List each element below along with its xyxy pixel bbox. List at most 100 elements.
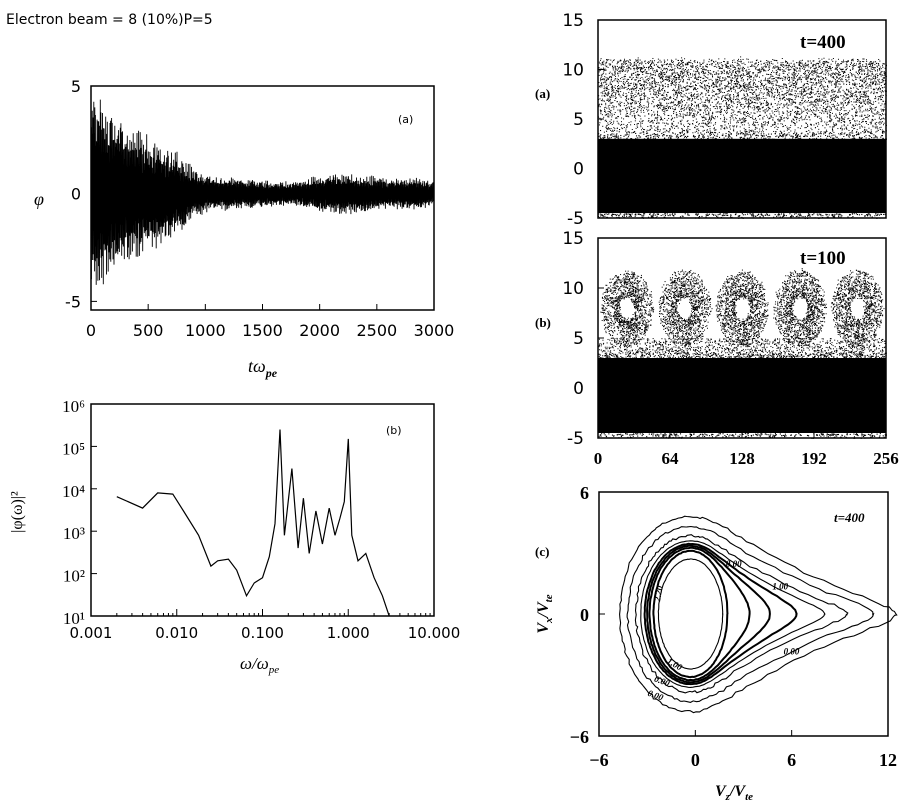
particle-dot [791,74,793,76]
particle-dot [799,108,801,110]
particle-dot [844,121,846,123]
particle-dot [622,128,624,130]
particle-dot [859,64,861,66]
particle-dot [677,88,679,90]
particle-dot [839,87,841,89]
particle-dot [767,80,769,82]
particle-dot [628,76,630,78]
particle-dot [636,83,638,85]
particle-dot [856,112,858,114]
particle-dot [607,105,609,107]
particle-dot [620,71,622,73]
particle-dot [747,134,749,136]
particle-dot [845,97,847,99]
particle-dot [653,81,655,83]
particle-dot [674,65,676,67]
particle-dot [841,61,843,63]
particle-dot [870,100,872,102]
particle-dot [608,116,610,118]
particle-dot [722,120,724,122]
particle-dot [623,84,625,86]
particle-dot [765,66,767,68]
particle-dot [775,66,777,68]
particle-dot [649,125,651,127]
particle-dot [796,62,798,64]
particle-dot [605,127,607,129]
phi-time-xlabel: tωpe [248,356,278,380]
particle-dot [626,133,628,136]
particle-dot [826,67,828,69]
particle-dot [715,105,717,107]
particle-dot [837,80,839,82]
particle-dot [705,107,707,109]
particle-dot [746,94,748,96]
particle-dot [777,90,779,92]
particle-dot [803,89,805,91]
particle-dot [648,73,650,75]
particle-dot [687,128,689,130]
particle-dot [776,66,778,68]
particle-dot [643,71,645,73]
particle-dot [738,94,740,96]
particle-dot [603,71,605,73]
particle-dot [760,79,762,81]
particle-dot [874,118,876,120]
particle-dot [870,123,872,125]
particle-dot [808,66,810,68]
particle-dot [884,90,886,92]
phi-time-panel-label: (a) [398,113,413,126]
particle-dot [671,123,673,125]
particle-dot [783,104,785,106]
particle-dot [809,88,811,90]
particle-dot [614,94,616,96]
particle-dot [723,137,725,139]
particle-dot [771,138,773,140]
particle-dot [752,89,754,91]
particle-dot [617,75,619,77]
particle-dot [613,106,615,108]
particle-dot [788,90,790,92]
particle-dot [853,83,855,85]
particle-dot [820,119,822,121]
particle-dot [776,71,778,73]
particle-dot [661,132,663,135]
particle-dot [787,75,789,77]
particle-dot [761,84,763,86]
particle-dot [797,87,799,89]
particle-dot [732,87,734,89]
particle-dot [813,60,815,62]
particle-dot [871,72,873,74]
particle-dot [730,80,732,82]
particle-dot [724,127,726,129]
particle-dot [774,132,776,135]
particle-dot [659,93,661,95]
spectrum-ytick-label: 10⁴ [62,482,85,501]
particle-dot [794,77,796,79]
particle-dot [662,128,664,130]
particle-dot [758,69,760,71]
particle-dot [690,103,692,105]
particle-dot [753,124,755,126]
particle-dot [801,110,803,112]
particle-dot [800,104,802,106]
particle-dot [829,121,831,123]
particle-dot [720,118,722,120]
particle-dot [824,101,826,103]
particle-dot [687,131,689,133]
particle-dot [844,121,846,123]
particle-dot [610,136,612,139]
particle-dot [730,214,732,217]
particle-dot [868,131,870,133]
particle-dot [882,65,884,67]
particle-dot [725,121,727,123]
particle-dot [724,79,726,81]
particle-dot [740,133,742,135]
particle-dot [707,91,709,93]
particle-dot [868,102,870,104]
particle-dot [794,134,797,136]
particle-dot [711,75,713,77]
particle-dot [784,125,786,127]
particle-dot [822,107,824,109]
particle-dot [760,88,762,90]
particle-dot [768,87,770,89]
